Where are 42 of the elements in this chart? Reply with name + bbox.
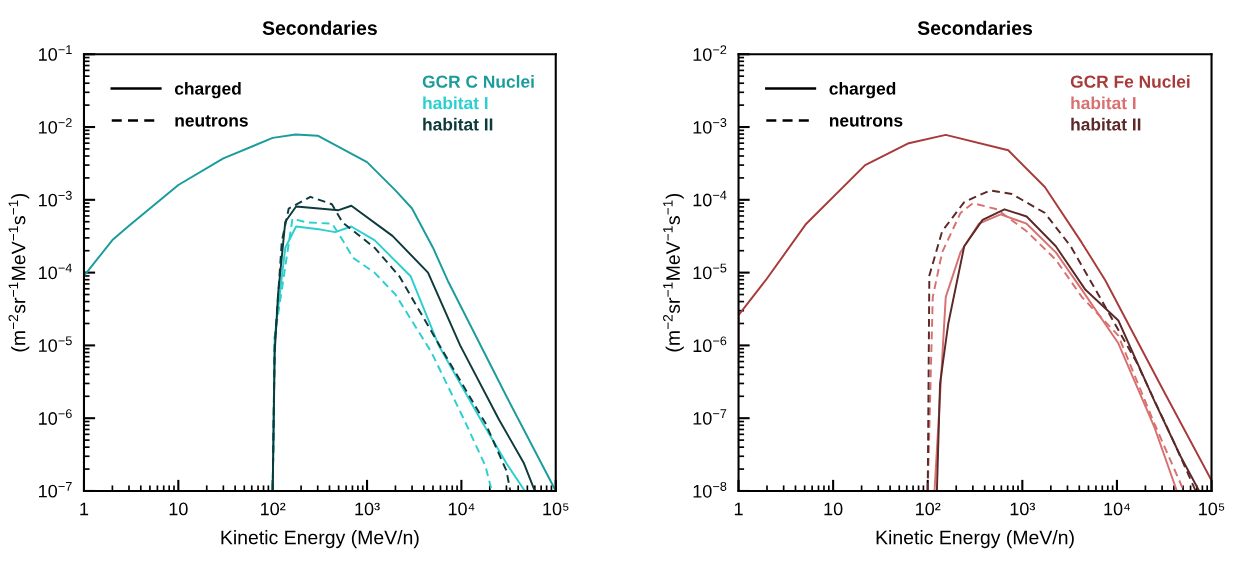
y-tick-label: 10$^{−6}$	[693, 336, 727, 353]
y-tick-label: 10$^{−4}$	[39, 263, 72, 280]
y-tick-label: 10$^{−2}$	[39, 118, 72, 134]
x-tick-label: 1	[734, 502, 743, 516]
annotation: neutrons	[829, 115, 903, 127]
annotation: charged	[829, 82, 896, 99]
x-tick-label: 10	[824, 502, 843, 516]
x-axis-title: Kinetic Energy (MeV/n)	[221, 530, 419, 549]
text: habitat II	[1071, 117, 1141, 131]
x-tick-label: 10³	[1010, 502, 1036, 516]
x-tick-label: 10	[169, 502, 188, 516]
y-tick-label: 10$^{−5}$	[39, 336, 72, 352]
text: habitat II	[423, 117, 493, 131]
y-tick-label: 10$^{−8}$	[693, 482, 727, 498]
y-tick-label: 10$^{−1}$	[39, 45, 72, 61]
x-tick-label: 10²	[916, 502, 941, 516]
annotation: charged	[174, 82, 241, 99]
y-tick-label: 10$^{−3}$	[39, 190, 72, 207]
text: habitat I	[1071, 96, 1136, 110]
x-tick-label: 10⁵	[543, 502, 569, 516]
y-tick-label: 10$^{−3}$	[693, 118, 727, 134]
text: GCR C Nuclei	[422, 75, 534, 88]
annotation: neutrons	[175, 115, 248, 127]
y-tick-label: 10$^{−2}$	[693, 45, 727, 61]
y-tick-label: 10$^{−7}$	[39, 482, 72, 498]
chart-title: Secondaries	[262, 20, 377, 35]
text: (m$^{−2}$sr$^{−1}$MeV$^{−1}$s$^{−1}$)	[8, 193, 30, 352]
text: GCR Fe Nuclei	[1070, 75, 1190, 88]
x-tick-label: 10⁴	[1104, 502, 1130, 516]
y-tick-label: 10$^{−6}$	[39, 409, 72, 425]
text: habitat I	[423, 96, 488, 110]
x-tick-label: 10³	[355, 502, 380, 516]
x-tick-label: 1	[80, 502, 89, 516]
x-tick-label: 10⁵	[1199, 502, 1225, 516]
y-tick-label: 10$^{−7}$	[693, 409, 727, 425]
chart-title: Secondaries	[917, 20, 1033, 35]
x-axis-title: Kinetic Energy (MeV/n)	[876, 530, 1074, 549]
text: (m$^{−2}$sr$^{−1}$MeV$^{−1}$s$^{−1}$)	[663, 193, 684, 352]
y-tick-label: 10$^{−5}$	[693, 263, 727, 280]
x-tick-label: 10⁴	[448, 502, 475, 516]
y-tick-label: 10$^{−4}$	[693, 190, 727, 207]
x-tick-label: 10²	[261, 502, 286, 516]
